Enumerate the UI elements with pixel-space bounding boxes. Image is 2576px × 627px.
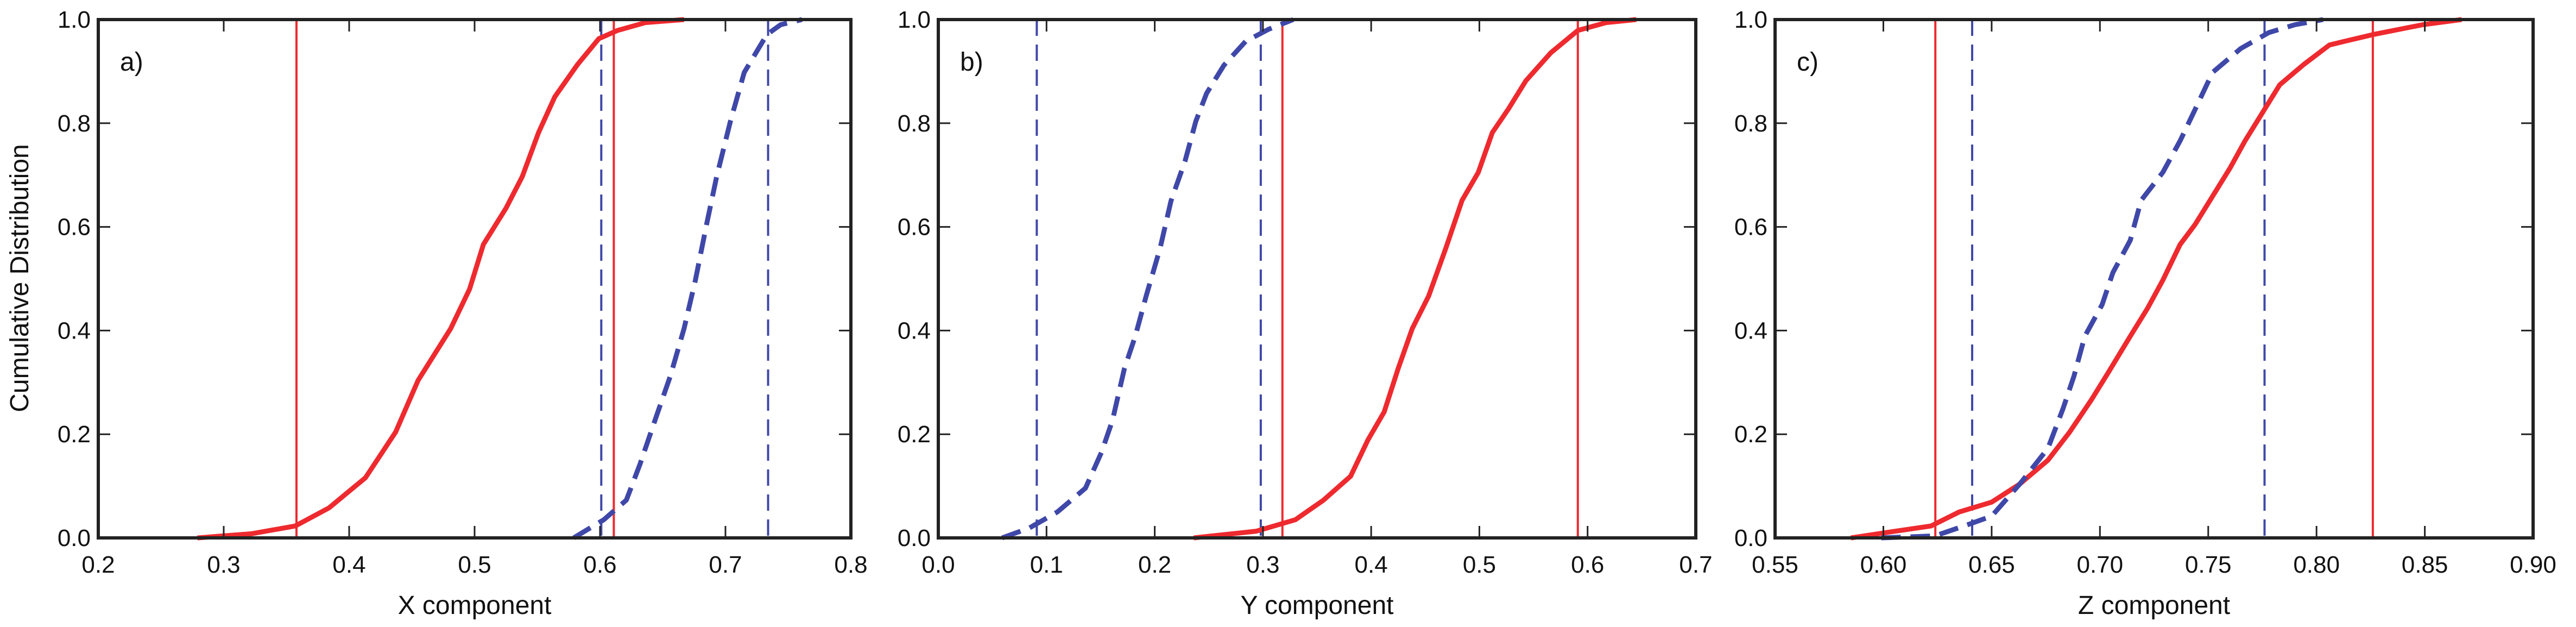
x-tick-label: 0.2 [1138, 551, 1171, 578]
x-tick-label: 0.3 [207, 551, 240, 578]
y-tick-label: 0.0 [58, 525, 91, 551]
plot-frame [937, 18, 1697, 540]
y-tick-label: 1.0 [898, 7, 931, 33]
x-tick-label: 0.6 [583, 551, 616, 578]
x-tick-label: 0.75 [2185, 551, 2232, 578]
panel-label: c) [1797, 48, 1819, 77]
y-tick-label: 0.6 [58, 214, 91, 241]
plot-frame [1773, 18, 2535, 540]
cdf-series-2 [1881, 17, 2324, 541]
y-tick-label: 0.8 [898, 110, 931, 137]
x-tick-label: 0.4 [1355, 551, 1388, 578]
x-tick-label: 0.4 [332, 551, 365, 578]
y-tick-label: 0.8 [1734, 110, 1767, 137]
y-tick-label: 0.2 [1734, 421, 1767, 448]
x-tick-label: 0.1 [1030, 551, 1063, 578]
cdf-series-1 [197, 17, 685, 541]
y-tick-label: 0.4 [898, 317, 931, 344]
x-axis-label: X component [398, 591, 552, 620]
panel-2: 0.0 0.1 0.2 0.3 0.4 0.5 0.6 0.7 0.0 0.2 0.4 0.6 0.8 1… [898, 7, 1713, 620]
plot-frame [97, 18, 853, 540]
panel-3: 0.55 0.60 0.65 0.70 0.75 0.80 0.85 0.90 0.0 0.2 0.… [1734, 7, 2556, 620]
y-tick-label: 0.8 [58, 110, 91, 137]
x-tick-label: 0.7 [709, 551, 742, 578]
panel-label: b) [960, 48, 983, 77]
x-tick-label: 0.0 [921, 551, 955, 578]
x-tick-label: 0.6 [1571, 551, 1604, 578]
x-tick-label: 0.55 [1752, 551, 1798, 578]
x-tick-label: 0.2 [81, 551, 115, 578]
x-tick-label: 0.5 [1463, 551, 1496, 578]
x-tick-label: 0.70 [2076, 551, 2123, 578]
y-tick-label: 1.0 [58, 7, 91, 33]
y-axis-label: Cumulative Distribution [5, 144, 34, 412]
x-axis-label: Y component [1241, 591, 1394, 620]
x-tick-label: 0.85 [2402, 551, 2448, 578]
x-tick-label: 0.7 [1679, 551, 1712, 578]
y-tick-label: 0.0 [1734, 525, 1767, 551]
y-tick-label: 1.0 [1734, 7, 1767, 33]
x-tick-label: 0.60 [1860, 551, 1907, 578]
cdf-series-1 [1850, 17, 2462, 541]
x-tick-label: 0.65 [1968, 551, 2015, 578]
cdf-series-2 [1193, 17, 1637, 541]
x-axis-label: Z component [2078, 591, 2230, 620]
y-tick-label: 0.2 [898, 421, 931, 448]
x-tick-label: 0.90 [2510, 551, 2556, 578]
x-tick-label: 0.80 [2293, 551, 2340, 578]
panel-label: a) [120, 48, 143, 77]
x-tick-label: 0.5 [458, 551, 491, 578]
y-tick-label: 0.6 [1734, 214, 1767, 241]
y-tick-label: 0.4 [1734, 317, 1767, 344]
x-tick-label: 0.3 [1246, 551, 1279, 578]
y-tick-label: 0.0 [898, 525, 931, 551]
cdf-series-2 [572, 17, 803, 540]
y-tick-label: 0.2 [58, 421, 91, 448]
x-tick-label: 0.8 [834, 551, 867, 578]
cdf-series-1 [1001, 17, 1295, 541]
panel-1: 0.2 0.3 0.4 0.5 0.6 0.7 0.80.00.20.40.60.81.0a… [58, 7, 868, 620]
y-tick-label: 0.4 [58, 317, 91, 344]
y-tick-label: 0.6 [898, 214, 931, 241]
